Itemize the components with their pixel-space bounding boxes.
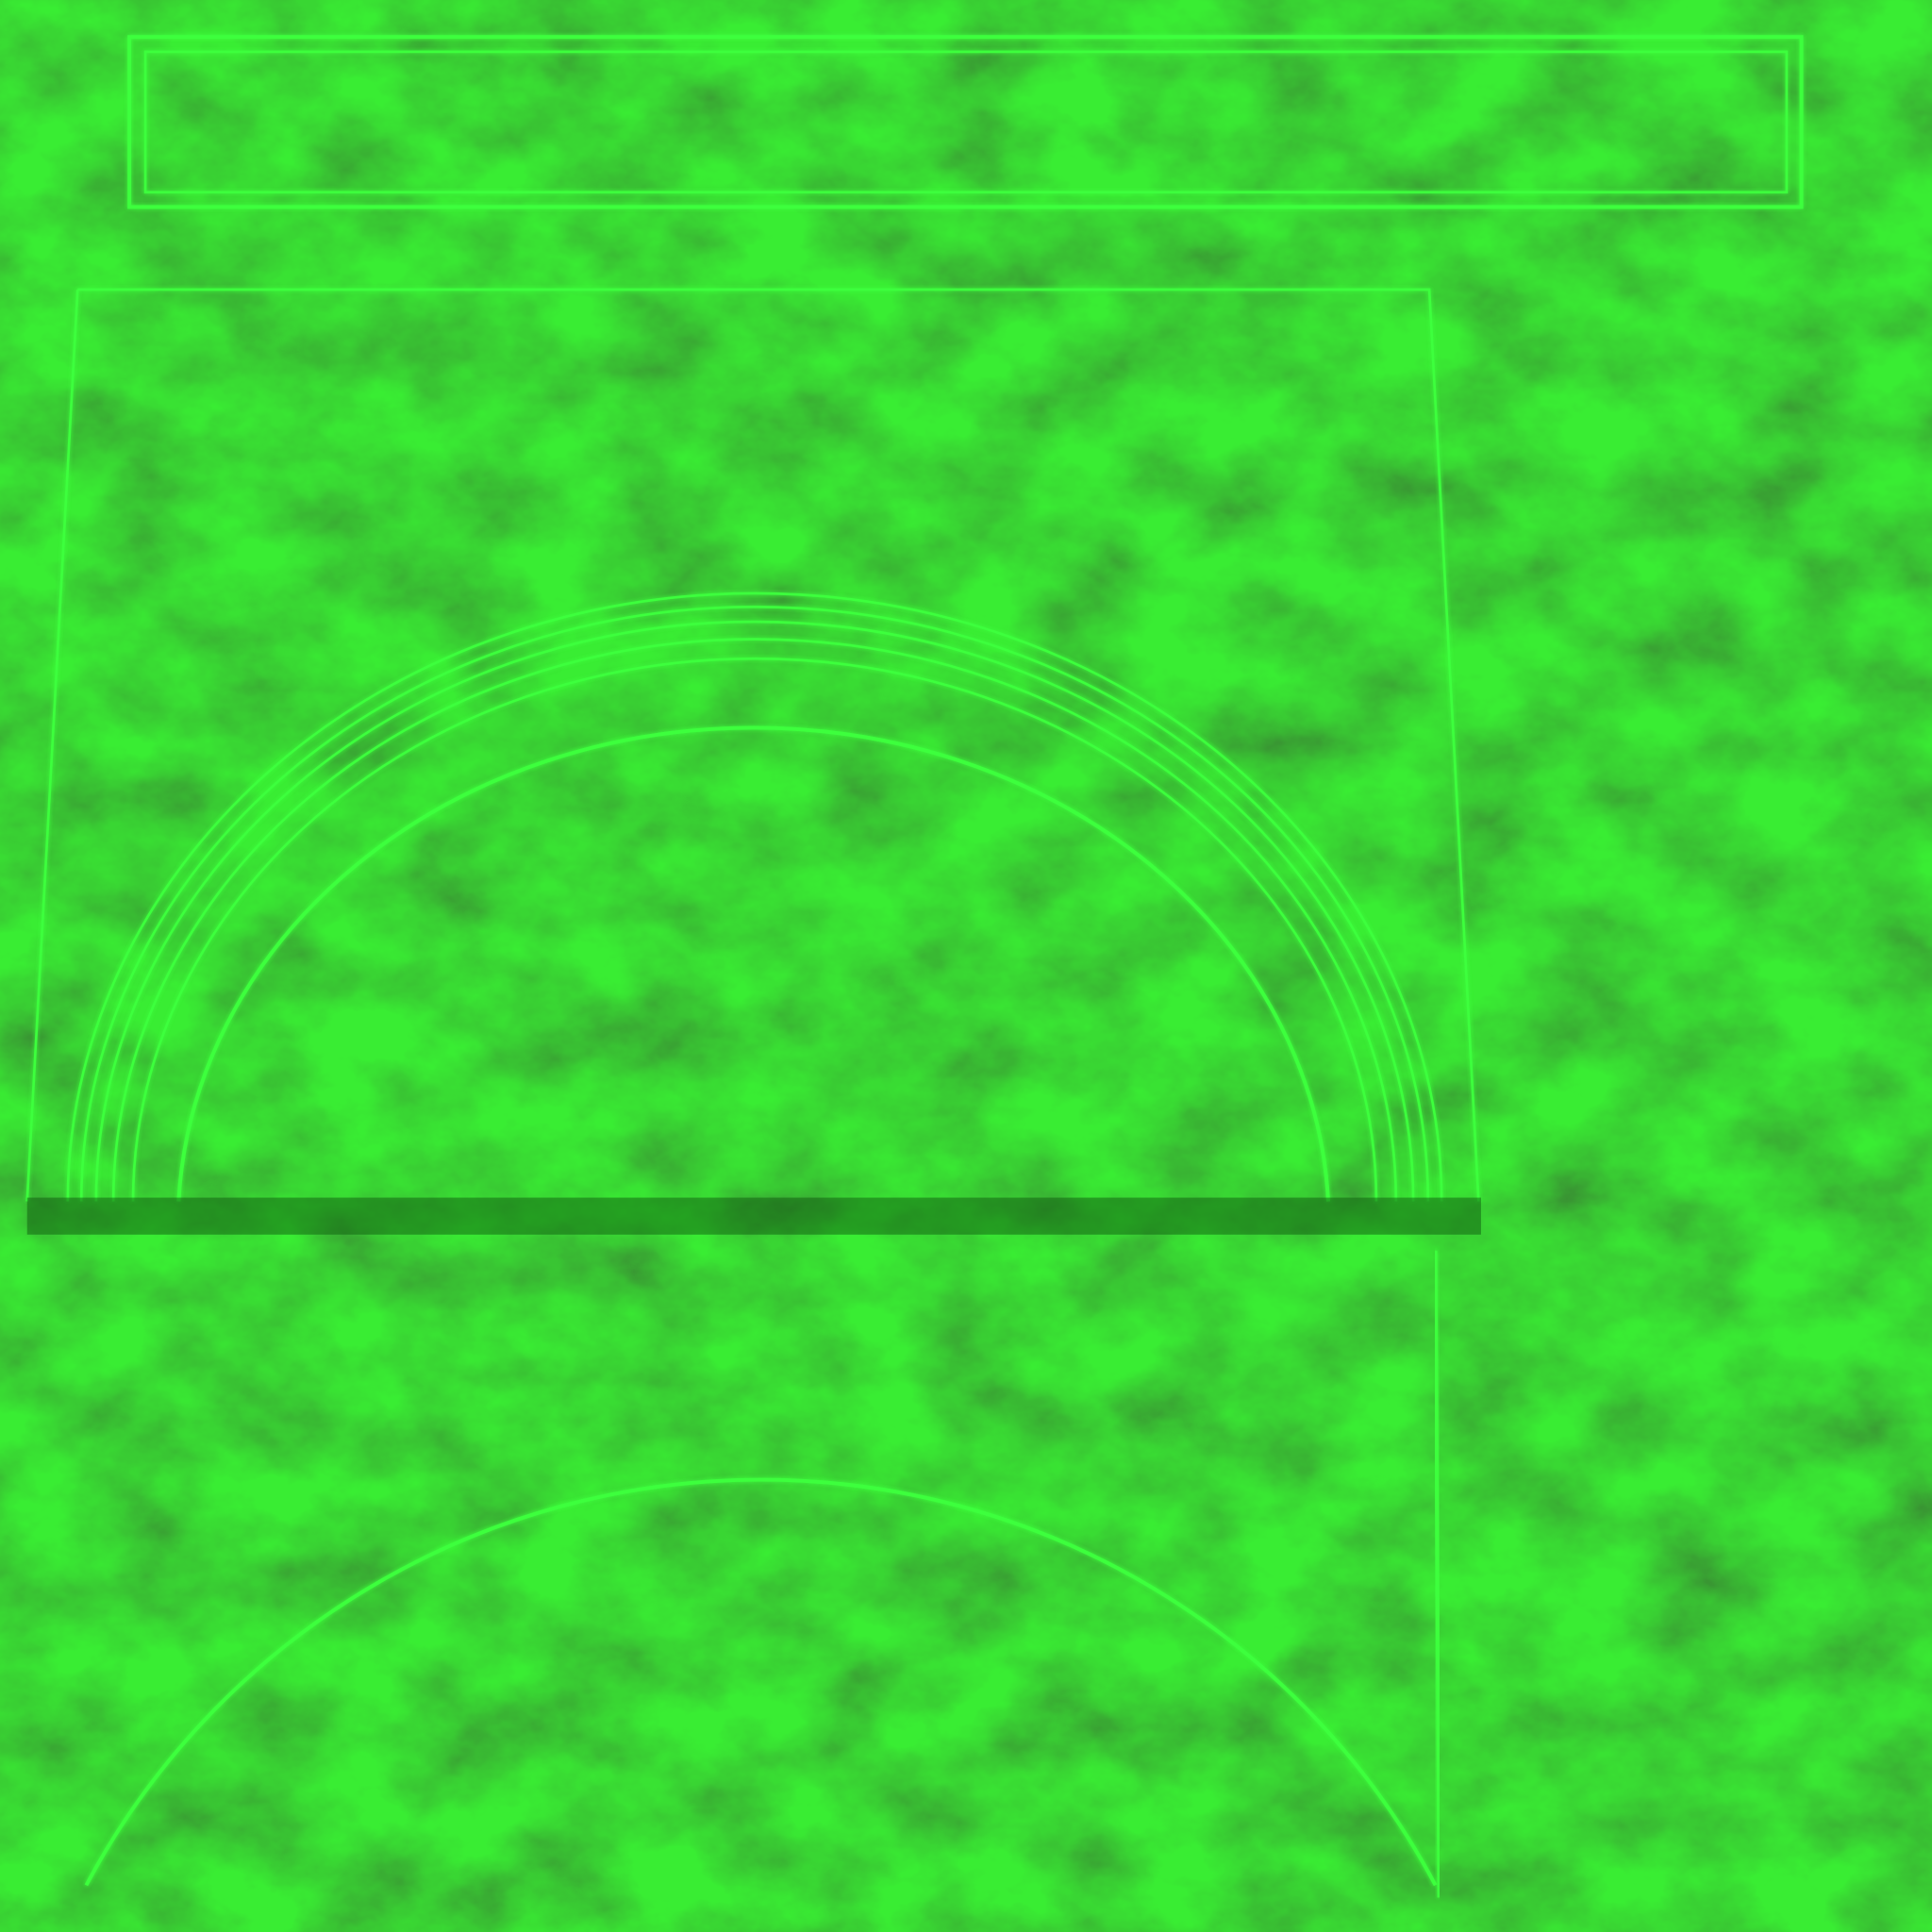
frieze-inner (143, 50, 1789, 194)
archivolt (66, 591, 1443, 1202)
arch-line (94, 620, 1415, 1202)
upper-panel (25, 288, 1480, 1202)
frieze-outer (127, 35, 1804, 209)
arch-intrados (176, 725, 1330, 1202)
arch-line (131, 657, 1378, 1202)
arch-line (111, 638, 1398, 1202)
lower-arc (84, 1477, 1438, 1887)
arch-line (79, 606, 1430, 1202)
arch-line (66, 591, 1443, 1202)
right-post (1433, 1250, 1441, 1898)
impost-shadow (26, 1197, 1481, 1235)
